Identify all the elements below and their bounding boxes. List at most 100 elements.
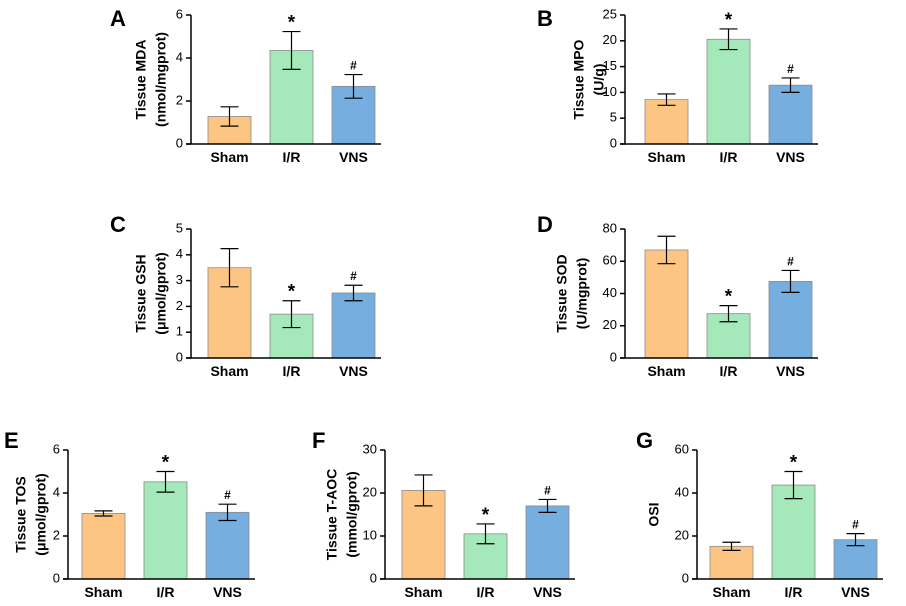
bar-vns xyxy=(768,84,813,145)
x-tick-label: I/R xyxy=(720,363,738,379)
y-axis-label: (mmol/gprot) xyxy=(344,471,360,557)
panel-b: B Tissue MPO (U/g) Sham * I/R # VNS 0 5 10 15 20 25 xyxy=(537,6,818,165)
x-tick-label: I/R xyxy=(283,363,301,379)
x-tick-label: I/R xyxy=(157,584,175,600)
y-tick-label: 4 xyxy=(53,484,60,499)
y-axis-label: Tissue T-AOC xyxy=(324,469,340,561)
significance-hash: # xyxy=(224,488,231,502)
y-tick-label: 20 xyxy=(603,317,617,332)
x-tick-label: VNS xyxy=(776,363,805,379)
x-tick-label: VNS xyxy=(213,584,242,600)
y-tick-label: 10 xyxy=(363,527,377,542)
y-axis-label: (nmol/mgprot) xyxy=(153,32,169,127)
bar-vns xyxy=(525,505,570,580)
y-axis-label: Tissue MDA xyxy=(133,40,149,120)
panel-letter: G xyxy=(636,428,653,453)
y-tick-label: 20 xyxy=(675,527,689,542)
x-tick-label: Sham xyxy=(210,363,248,379)
y-tick-label: 30 xyxy=(363,441,377,456)
y-axis-label: Tissue TOS xyxy=(13,476,29,553)
x-tick-label: Sham xyxy=(712,584,750,600)
panel-a: A Tissue MDA (nmol/mgprot) Sham * I/R # VNS 0 2 4 6 xyxy=(110,6,381,165)
significance-hash: # xyxy=(852,518,859,532)
y-tick-label: 20 xyxy=(363,484,377,499)
panel-g: G OSI Sham * I/R # VNS 0 20 40 60 xyxy=(636,428,883,600)
significance-star: * xyxy=(725,287,733,308)
bar-sham xyxy=(709,545,754,580)
x-tick-label: I/R xyxy=(283,149,301,165)
y-axis-label: (U/mgprot) xyxy=(574,258,590,330)
y-tick-label: 2 xyxy=(53,527,60,542)
bar-sham xyxy=(644,99,689,145)
bar-sham xyxy=(644,249,689,359)
y-tick-label: 80 xyxy=(603,220,617,235)
y-tick-label: 60 xyxy=(675,441,689,456)
y-tick-label: 4 xyxy=(176,246,183,261)
bar-ir xyxy=(143,481,188,580)
bar-ir xyxy=(706,38,751,145)
x-tick-label: Sham xyxy=(404,584,442,600)
bar-vns xyxy=(205,511,250,580)
panel-f: F Tissue T-AOC (mmol/gprot) Sham * I/R # VNS 0 10… xyxy=(312,428,575,600)
y-axis-label: (μmol/gprot) xyxy=(153,252,169,334)
panel-letter: D xyxy=(537,212,553,237)
y-tick-label: 0 xyxy=(176,135,183,150)
x-tick-label: Sham xyxy=(647,149,685,165)
panel-letter: B xyxy=(537,6,553,31)
x-tick-label: VNS xyxy=(339,363,368,379)
y-tick-label: 40 xyxy=(675,484,689,499)
y-axis-label: (U/g) xyxy=(591,64,607,96)
y-tick-label: 6 xyxy=(176,6,183,21)
significance-star: * xyxy=(482,505,490,526)
y-tick-label: 60 xyxy=(603,253,617,268)
y-tick-label: 0 xyxy=(370,570,377,585)
panel-letter: C xyxy=(110,212,126,237)
y-tick-label: 25 xyxy=(603,6,617,21)
y-tick-label: 2 xyxy=(176,298,183,313)
significance-star: * xyxy=(790,453,798,474)
panel-letter: F xyxy=(312,428,325,453)
bar-vns xyxy=(768,281,813,359)
x-tick-label: I/R xyxy=(785,584,803,600)
y-tick-label: 10 xyxy=(603,84,617,99)
y-tick-label: 5 xyxy=(610,110,617,125)
significance-hash: # xyxy=(350,269,357,283)
y-tick-label: 0 xyxy=(610,349,617,364)
x-tick-label: VNS xyxy=(533,584,562,600)
y-tick-label: 15 xyxy=(603,58,617,73)
y-axis-label: (μmol/gprot) xyxy=(33,473,49,555)
y-tick-label: 5 xyxy=(176,220,183,235)
significance-hash: # xyxy=(787,254,794,268)
y-tick-label: 0 xyxy=(682,570,689,585)
x-tick-label: I/R xyxy=(720,149,738,165)
x-tick-label: I/R xyxy=(477,584,495,600)
bar-vns xyxy=(331,292,376,359)
x-tick-label: Sham xyxy=(647,363,685,379)
y-axis-label: Tissue GSH xyxy=(133,254,149,332)
y-tick-label: 2 xyxy=(176,92,183,107)
significance-star: * xyxy=(288,13,296,34)
y-tick-label: 20 xyxy=(603,32,617,47)
y-axis-label: Tissue SOD xyxy=(554,254,570,332)
significance-star: * xyxy=(288,282,296,303)
y-tick-label: 0 xyxy=(53,570,60,585)
significance-star: * xyxy=(725,10,733,31)
y-tick-label: 3 xyxy=(176,272,183,287)
significance-hash: # xyxy=(787,62,794,76)
y-axis-label: Tissue MPO xyxy=(571,39,587,119)
bar-sham xyxy=(81,513,126,580)
panel-c: C Tissue GSH (μmol/gprot) Sham * I/R # VNS 0 1 2 3 4… xyxy=(110,212,381,379)
x-tick-label: VNS xyxy=(339,149,368,165)
significance-hash: # xyxy=(350,59,357,73)
x-tick-label: Sham xyxy=(84,584,122,600)
y-tick-label: 0 xyxy=(176,349,183,364)
y-tick-label: 40 xyxy=(603,285,617,300)
y-tick-label: 0 xyxy=(610,135,617,150)
bar-ir xyxy=(269,313,314,359)
y-tick-label: 6 xyxy=(53,441,60,456)
significance-star: * xyxy=(162,453,170,474)
y-tick-label: 1 xyxy=(176,324,183,339)
panel-e: E Tissue TOS (μmol/gprot) Sham * I/R # VNS 0 2 4 6 xyxy=(4,428,255,600)
y-tick-label: 4 xyxy=(176,49,183,64)
